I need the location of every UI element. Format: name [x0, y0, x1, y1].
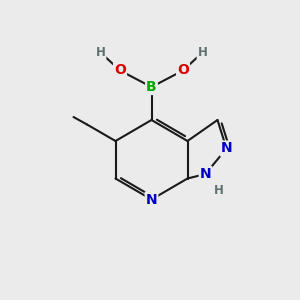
Text: B: B: [146, 80, 157, 94]
Text: H: H: [198, 46, 207, 59]
Text: N: N: [200, 167, 211, 181]
Text: N: N: [221, 142, 232, 155]
Text: O: O: [114, 64, 126, 77]
Text: H: H: [214, 184, 224, 197]
Text: N: N: [146, 193, 157, 206]
Text: O: O: [177, 64, 189, 77]
Text: H: H: [96, 46, 105, 59]
